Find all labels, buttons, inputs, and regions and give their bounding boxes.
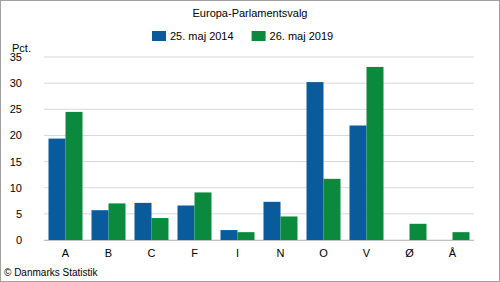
- y-tick-label: 20: [10, 129, 22, 141]
- frame: [1, 1, 500, 282]
- x-tick-label: Ø: [405, 247, 414, 259]
- bar: [49, 139, 66, 240]
- x-tick-label: N: [277, 247, 285, 259]
- bar: [92, 210, 109, 240]
- bars: [49, 67, 470, 240]
- grid-line: [44, 161, 474, 162]
- grid-line: [44, 83, 474, 84]
- title: Europa-Parlamentsvalg: [193, 7, 308, 19]
- bar: [350, 125, 367, 240]
- x-tick-label: B: [105, 247, 112, 259]
- bar: [66, 112, 83, 240]
- source-note: © Danmarks Statistik: [4, 267, 99, 278]
- bar: [178, 205, 195, 240]
- bar: [109, 203, 126, 240]
- y-tick-label: 0: [16, 234, 22, 246]
- x-tick-label: C: [148, 247, 156, 259]
- y-tick-label: 5: [16, 208, 22, 220]
- legend-swatch: [252, 31, 266, 41]
- bar: [410, 224, 427, 240]
- legend-item: 25. maj 2014: [152, 30, 234, 42]
- bar: [135, 203, 152, 240]
- bar: [152, 218, 169, 240]
- y-tick-label: 15: [10, 156, 22, 168]
- x-tick-label: A: [62, 247, 70, 259]
- legend-label: 25. maj 2014: [170, 30, 234, 42]
- x-tick-label: O: [319, 247, 328, 259]
- x-axis-line: [44, 240, 474, 241]
- bar: [264, 202, 281, 240]
- x-tick-label: Å: [449, 247, 457, 259]
- grid-line: [44, 187, 474, 188]
- y-tick-label: 25: [10, 103, 22, 115]
- bar: [307, 82, 324, 240]
- x-tick-label: F: [191, 247, 198, 259]
- bar: [324, 179, 341, 240]
- chart: Europa-Parlamentsvalg 25. maj 2014 26. maj…: [0, 0, 500, 282]
- bar: [221, 230, 238, 240]
- legend-swatch: [152, 31, 166, 41]
- bar: [367, 67, 384, 240]
- y-tick-label: 30: [10, 77, 22, 89]
- bar: [238, 232, 255, 240]
- bar: [195, 192, 212, 240]
- legend-item: 26. maj 2019: [252, 30, 334, 42]
- x-tick-label: I: [236, 247, 239, 259]
- y-tick-label: 10: [10, 182, 22, 194]
- grid-line: [44, 135, 474, 136]
- grid-line: [44, 57, 474, 58]
- bar: [281, 216, 298, 240]
- grid-line: [44, 109, 474, 110]
- y-tick-label: 35: [10, 51, 22, 63]
- bar: [453, 232, 470, 240]
- legend-label: 26. maj 2019: [270, 30, 334, 42]
- x-tick-label: V: [363, 247, 371, 259]
